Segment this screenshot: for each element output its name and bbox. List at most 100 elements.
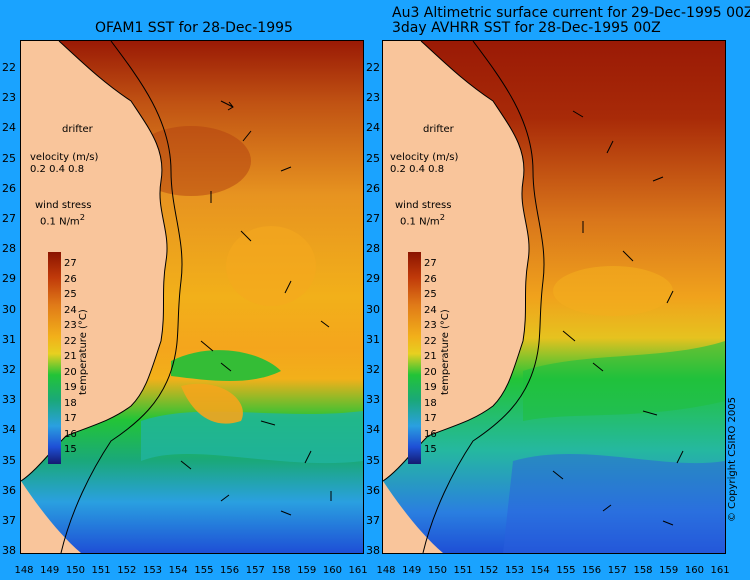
colorbar-tick-right: 18: [424, 397, 437, 409]
latitude-label-right: 25: [366, 151, 380, 165]
wind-stress-legend-value: 0.1 N/m2: [40, 212, 85, 228]
latitude-label-left: 30: [2, 302, 16, 316]
latitude-label-left: 35: [2, 453, 16, 467]
latitude-label-left: 29: [2, 272, 16, 286]
colorbar-tick-left: 21: [64, 351, 77, 362]
longitude-label-right: 156: [582, 565, 602, 576]
longitude-label-left: 161: [348, 565, 368, 576]
longitude-label-right: 158: [633, 565, 653, 576]
colorbar-tick-left: 16: [64, 428, 77, 440]
longitude-label-left: 153: [142, 565, 163, 576]
wind-stress-legend-label-right: wind stress: [395, 200, 452, 211]
colorbar-tick-left: 20: [64, 366, 77, 378]
longitude-label-left: 159: [297, 565, 317, 576]
latitude-label-right: 28: [366, 242, 380, 256]
latitude-label-right: 37: [366, 514, 380, 527]
right-panel-title-line2: 3day AVHRR SST for 28-Dec-1995 00Z: [392, 20, 661, 36]
longitude-label-left: 157: [245, 565, 265, 576]
colorbar-tick-left: 17: [64, 413, 77, 424]
latitude-label-right: 36: [366, 483, 380, 497]
latitude-label-right: 32: [366, 363, 380, 376]
latitude-label-right: 26: [366, 181, 380, 195]
latitude-label-right: 38: [366, 544, 380, 558]
latitude-label-left: 22: [2, 61, 16, 74]
longitude-label-left: 148: [14, 565, 34, 576]
longitude-label-left: 150: [65, 565, 85, 576]
longitude-label-right: 155: [556, 565, 576, 576]
colorbar-tick-right: 23: [424, 320, 437, 331]
colorbar-tick-right: 16: [424, 428, 437, 440]
velocity-legend-label-right: velocity (m/s): [390, 152, 459, 163]
latitude-label-right: 27: [366, 212, 380, 225]
longitude-label-right: 152: [479, 565, 499, 576]
latitude-label-right: 24: [366, 121, 380, 135]
colorbar-tick-right: 22: [424, 335, 437, 347]
colorbar-tick-left: 24: [64, 304, 77, 316]
colorbar-tick-left: 22: [64, 335, 77, 347]
longitude-label-right: 148: [376, 565, 396, 576]
colorbar-tick-right: 25: [424, 289, 437, 300]
wind-stress-legend-value-right: 0.1 N/m2: [400, 212, 445, 228]
latitude-label-left: 28: [2, 242, 16, 256]
right-panel-title-line1: Au3 Altimetric surface current for 29-De…: [392, 5, 750, 21]
latitude-label-left: 34: [2, 423, 16, 437]
longitude-label-left: 149: [40, 565, 60, 576]
colorbar-tick-left: 18: [64, 397, 77, 409]
wind-stress-legend-label: wind stress: [35, 200, 92, 211]
colorbar-tick-right: 20: [424, 366, 437, 378]
longitude-label-left: 155: [194, 565, 214, 576]
colorbar-tick-left: 27: [64, 258, 77, 269]
longitude-label-left: 152: [117, 565, 137, 576]
longitude-label-right: 159: [659, 565, 679, 576]
colorbar-tick-right: 19: [424, 382, 437, 393]
colorbar-tick-right: 21: [424, 351, 437, 362]
colorbar-tick-right: 27: [424, 258, 437, 269]
colorbar-tick-right: 26: [424, 273, 437, 285]
longitude-label-right: 154: [530, 565, 550, 576]
colorbar-title: temperature (°C): [78, 309, 89, 395]
drifter-legend-label: drifter: [62, 124, 93, 135]
latitude-label-right: 35: [366, 453, 380, 467]
longitude-label-left: 160: [322, 565, 342, 576]
latitude-label-left: 37: [2, 514, 16, 527]
latitude-label-left: 36: [2, 483, 16, 497]
latitude-label-left: 27: [2, 212, 16, 225]
colorbar-tick-left: 26: [64, 273, 77, 285]
longitude-label-left: 154: [168, 565, 188, 576]
drifter-legend-label-right: drifter: [423, 124, 454, 135]
latitude-label-left: 31: [2, 332, 16, 346]
latitude-label-right: 34: [366, 423, 380, 437]
longitude-label-left: 158: [271, 565, 291, 576]
latitude-label-left: 38: [2, 544, 16, 558]
velocity-legend-values-right: 0.2 0.4 0.8: [390, 164, 445, 175]
velocity-legend-values: 0.2 0.4 0.8: [30, 164, 85, 175]
colorbar-title-right: temperature (°C): [440, 309, 451, 395]
left-panel-title: OFAM1 SST for 28-Dec-1995: [95, 20, 293, 36]
latitude-label-left: 33: [2, 393, 16, 407]
longitude-label-right: 153: [504, 565, 525, 576]
latitude-label-right: 29: [366, 272, 380, 286]
temperature-colorbar-right: [408, 252, 421, 464]
latitude-label-right: 23: [366, 91, 380, 105]
latitude-label-left: 32: [2, 363, 16, 376]
latitude-label-left: 26: [2, 181, 16, 195]
colorbar-tick-right: 17: [424, 413, 437, 424]
velocity-legend-label: velocity (m/s): [30, 152, 99, 163]
longitude-label-right: 149: [402, 565, 422, 576]
latitude-label-right: 31: [366, 332, 380, 346]
longitude-label-right: 157: [607, 565, 627, 576]
longitude-label-right: 151: [453, 565, 473, 576]
temperature-colorbar: [48, 252, 61, 464]
latitude-label-right: 30: [366, 302, 380, 316]
latitude-label-left: 25: [2, 151, 16, 165]
latitude-label-left: 23: [2, 91, 16, 105]
latitude-label-left: 24: [2, 121, 16, 135]
latitude-label-right: 22: [366, 61, 380, 74]
longitude-label-right: 161: [710, 565, 730, 576]
longitude-label-right: 160: [684, 565, 704, 576]
longitude-label-right: 150: [427, 565, 447, 576]
longitude-label-left: 156: [220, 565, 240, 576]
longitude-label-left: 151: [91, 565, 111, 576]
latitude-label-right: 33: [366, 393, 380, 407]
colorbar-tick-left: 15: [64, 444, 77, 455]
